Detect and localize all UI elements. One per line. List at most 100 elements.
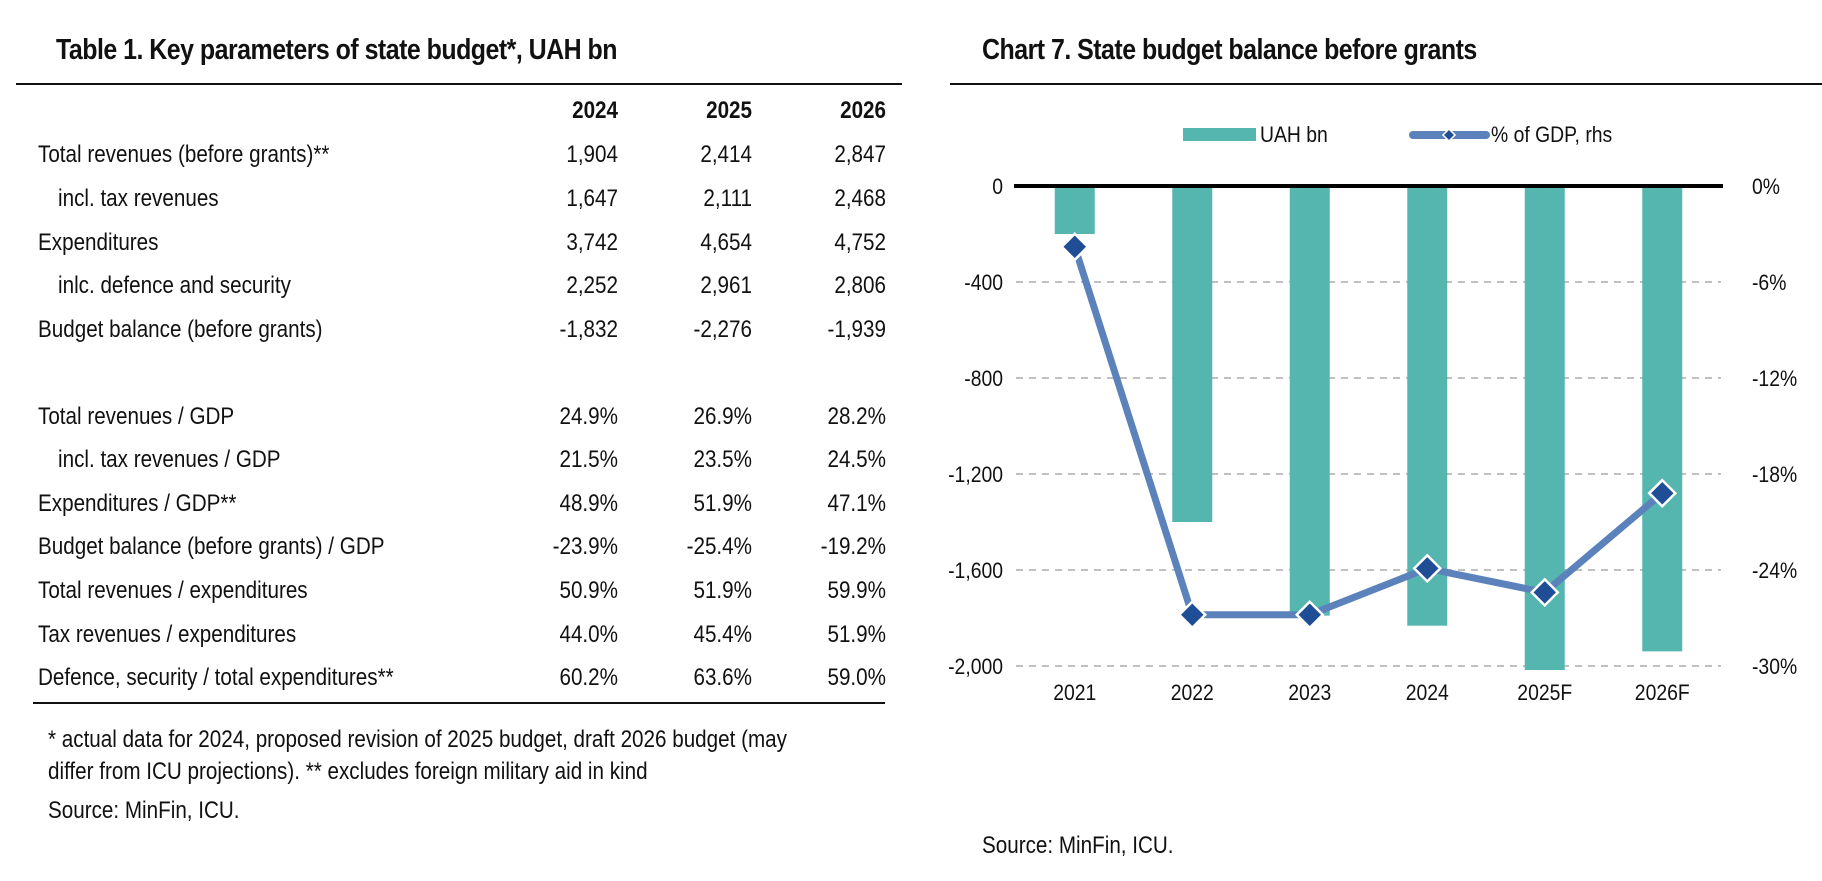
cell-value-2024: 2,252 — [566, 272, 618, 299]
cell-value-2025: 2,111 — [703, 185, 752, 212]
cell-value-2026: 2,806 — [834, 272, 886, 299]
table-header-row: 2024 2025 2026 — [38, 97, 898, 137]
left-axis-tick-label: -1,200 — [948, 463, 1003, 487]
cell-value-2024: 48.9% — [559, 490, 618, 517]
cell-value-2024: 24.9% — [559, 403, 618, 430]
cell-value-2025: 51.9% — [693, 577, 752, 604]
table-row: Tax revenues / expenditures 44.0% 45.4% 51.… — [38, 621, 898, 661]
chart-title: Chart 7. State budget balance before gra… — [982, 34, 1477, 66]
cell-value-2024: 60.2% — [559, 664, 618, 691]
row-label: incl. tax revenues — [58, 185, 219, 212]
cell-value-2024: -1,832 — [559, 316, 618, 343]
legend-label-gdp: % of GDP, rhs — [1491, 123, 1612, 147]
line-marker-2023 — [1294, 600, 1325, 630]
row-label: inlc. defence and security — [58, 272, 291, 299]
line-marker-2026F — [1647, 478, 1678, 508]
table-row: incl. tax revenues / GDP 21.5% 23.5% 24.5% — [38, 446, 898, 486]
cell-value-2024: 50.9% — [559, 577, 618, 604]
line-series-gdp — [1071, 245, 1665, 619]
cell-value-2026: 2,847 — [834, 141, 886, 168]
column-header-2025: 2025 — [706, 97, 752, 124]
chart-source: Source: MinFin, ICU. — [982, 832, 1174, 859]
cell-value-2024: 1,904 — [566, 141, 618, 168]
cell-value-2024: 21.5% — [559, 446, 618, 473]
table-row: Budget balance (before grants) -1,832 -2,2… — [38, 316, 898, 356]
cell-value-2024: 3,742 — [566, 229, 618, 256]
cell-value-2026: 51.9% — [827, 621, 886, 648]
cell-value-2026: -1,939 — [827, 316, 886, 343]
left-axis-tick-label: -400 — [964, 271, 1003, 295]
table-row: Total revenues / expenditures 50.9% 51.9% 5… — [38, 577, 898, 617]
table-row: Budget balance (before grants) / GDP -23.… — [38, 533, 898, 573]
table-row: incl. tax revenues 1,647 2,111 2,468 — [38, 185, 898, 225]
cell-value-2026: -19.2% — [820, 533, 886, 560]
cell-value-2024: 44.0% — [559, 621, 618, 648]
cell-value-2025: 23.5% — [693, 446, 752, 473]
row-label: Budget balance (before grants) — [38, 316, 323, 343]
right-axis-tick-label: 0% — [1752, 175, 1780, 199]
legend-swatch-uah-bn — [1183, 128, 1256, 141]
right-axis-tick-label: -18% — [1752, 463, 1797, 487]
legend-label-uah-bn: UAH bn — [1260, 123, 1328, 147]
cell-value-2026: 24.5% — [827, 446, 886, 473]
bar-2021 — [1054, 186, 1095, 234]
cell-value-2026: 59.0% — [827, 664, 886, 691]
cell-value-2025: 26.9% — [693, 403, 752, 430]
line-marker-2022 — [1177, 600, 1208, 630]
table-row: Total revenues / GDP 24.9% 26.9% 28.2% — [38, 403, 898, 443]
row-label: Expenditures / GDP** — [38, 490, 237, 517]
line-marker-2024 — [1412, 553, 1443, 584]
cell-value-2026: 59.9% — [827, 577, 886, 604]
bar-2023 — [1289, 186, 1330, 616]
cell-value-2025: 2,961 — [700, 272, 752, 299]
row-label: Total revenues / GDP — [38, 403, 235, 430]
right-axis-tick-label: -6% — [1752, 271, 1786, 295]
table-row: Total revenues (before grants)** 1,904 2,4… — [38, 141, 898, 181]
x-axis-tick-label: 2024 — [1406, 681, 1449, 705]
table-bottom-rule — [33, 702, 885, 704]
x-axis-tick-label: 2025F — [1517, 681, 1572, 705]
right-axis-tick-label: -24% — [1752, 559, 1797, 583]
bar-2026F — [1642, 186, 1683, 652]
row-label: Total revenues / expenditures — [38, 577, 308, 604]
table-row: Expenditures / GDP** 48.9% 51.9% 47.1% — [38, 490, 898, 530]
line-marker-2021 — [1059, 232, 1090, 262]
table-row: inlc. defence and security 2,252 2,961 2,80… — [38, 272, 898, 312]
cell-value-2025: -25.4% — [686, 533, 752, 560]
right-axis-tick-label: -30% — [1752, 655, 1797, 679]
row-label: Budget balance (before grants) / GDP — [38, 533, 385, 560]
table-source: Source: MinFin, ICU. — [48, 797, 240, 824]
cell-value-2026: 4,752 — [834, 229, 886, 256]
row-label: Tax revenues / expenditures — [38, 621, 297, 648]
cell-value-2025: 63.6% — [693, 664, 752, 691]
row-label: incl. tax revenues / GDP — [58, 446, 281, 473]
left-axis-tick-label: -2,000 — [948, 655, 1003, 679]
table-footnote-line-2: differ from ICU projections). ** exclude… — [48, 758, 648, 785]
cell-value-2025: 45.4% — [693, 621, 752, 648]
right-axis-tick-label: -12% — [1752, 367, 1797, 391]
table-footnote-line-1: * actual data for 2024, proposed revisio… — [48, 726, 787, 753]
table-title: Table 1. Key parameters of state budget*… — [56, 34, 618, 66]
left-axis-tick-label: -800 — [964, 367, 1003, 391]
row-label: Total revenues (before grants)** — [38, 141, 330, 168]
x-axis-tick-label: 2021 — [1053, 681, 1096, 705]
x-axis-tick-label: 2026F — [1635, 681, 1690, 705]
cell-value-2024: 1,647 — [566, 185, 618, 212]
line-marker-2025F — [1529, 577, 1560, 608]
x-axis-tick-label: 2023 — [1288, 681, 1331, 705]
row-label: Expenditures — [38, 229, 159, 256]
bar-2022 — [1172, 186, 1213, 522]
chart-top-rule — [950, 83, 1822, 85]
column-header-2026: 2026 — [840, 97, 886, 124]
cell-value-2025: 51.9% — [693, 490, 752, 517]
legend-swatch-gdp-marker — [1441, 127, 1457, 143]
x-axis-tick-label: 2022 — [1171, 681, 1214, 705]
column-header-2024: 2024 — [572, 97, 618, 124]
table-top-rule — [16, 83, 902, 85]
table-row: Defence, security / total expenditures**… — [38, 664, 898, 704]
cell-value-2026: 28.2% — [827, 403, 886, 430]
cell-value-2026: 47.1% — [827, 490, 886, 517]
cell-value-2026: 2,468 — [834, 185, 886, 212]
bar-2024 — [1407, 186, 1448, 626]
